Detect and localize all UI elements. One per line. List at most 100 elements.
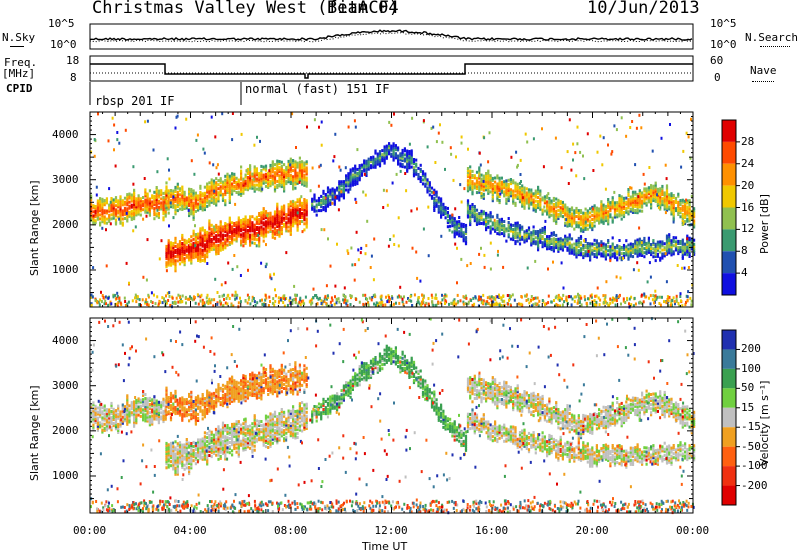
scatter-cell <box>92 413 95 417</box>
scatter-cell <box>645 195 648 199</box>
scatter-cell <box>672 208 675 212</box>
scatter-cell <box>217 183 220 187</box>
scatter-cell <box>589 301 592 305</box>
scatter-cell <box>503 232 506 236</box>
scatter-cell <box>498 199 501 202</box>
scatter-cell <box>165 189 168 193</box>
scatter-cell <box>607 239 610 242</box>
scatter-cell <box>507 197 510 201</box>
scatter-cell <box>677 239 680 243</box>
scatter-cell <box>329 202 332 206</box>
scatter-cell <box>613 190 616 194</box>
scatter-cell <box>305 207 308 211</box>
scatter-cell <box>208 227 211 231</box>
scatter-cell <box>249 172 252 176</box>
scatter-cell <box>375 301 378 305</box>
scatter-cell <box>550 248 553 252</box>
scatter-cell <box>155 198 158 202</box>
scatter-cell <box>305 199 308 203</box>
scatter-cell <box>555 240 558 243</box>
scatter-cell <box>509 223 512 227</box>
scatter-cell <box>594 304 597 308</box>
scatter-cell <box>278 210 281 214</box>
scatter-cell <box>280 219 283 223</box>
scatter-cell <box>169 257 173 261</box>
scatter-cell <box>674 248 678 252</box>
scatter-cell <box>260 217 263 221</box>
scatter-cell <box>289 167 292 171</box>
scatter-cell <box>390 144 393 148</box>
scatter-cell <box>185 117 188 121</box>
scatter-cell <box>280 207 283 211</box>
scatter-cell <box>301 182 304 186</box>
scatter-cell <box>119 217 122 221</box>
scatter-cell <box>419 279 422 283</box>
scatter-cell <box>502 295 505 298</box>
scatter-cell <box>458 224 461 228</box>
scatter-cell <box>600 218 603 222</box>
scatter-cell <box>469 208 472 212</box>
scatter-cell <box>253 241 256 245</box>
scatter-cell <box>485 228 488 232</box>
scatter-cell <box>264 166 268 170</box>
scatter-cell <box>631 202 635 206</box>
scatter-cell <box>495 295 498 299</box>
scatter-cell <box>523 232 526 236</box>
scatter-cell <box>629 201 632 205</box>
scatter-cell <box>684 248 687 252</box>
scatter-cell <box>218 295 221 299</box>
scatter-cell <box>601 163 604 167</box>
scatter-cell <box>523 196 526 200</box>
scatter-cell <box>559 214 562 218</box>
scatter-cell <box>192 233 195 237</box>
scatter-cell <box>643 251 646 255</box>
scatter-cell <box>613 124 616 128</box>
scatter-cell <box>650 196 653 200</box>
scatter-cell <box>260 164 263 168</box>
scatter-cell <box>376 304 379 307</box>
scatter-cell <box>478 188 481 192</box>
scatter-cell <box>157 211 160 215</box>
scatter-cell <box>433 198 436 202</box>
scatter-cell <box>162 198 165 201</box>
scatter-cell <box>631 249 635 252</box>
scatter-cell <box>631 247 635 250</box>
scatter-cell <box>524 132 527 136</box>
scatter-cell <box>449 218 452 222</box>
scatter-cell <box>246 178 249 182</box>
scatter-cell <box>201 302 204 305</box>
scatter-cell <box>539 191 542 195</box>
scatter-cell <box>661 242 664 246</box>
scatter-cell <box>108 213 111 217</box>
scatter-cell <box>242 220 245 223</box>
scatter-cell <box>462 225 465 229</box>
scatter-cell <box>507 191 510 194</box>
scatter-cell <box>525 239 528 243</box>
scatter-cell <box>641 243 644 247</box>
scatter-cell <box>602 215 605 219</box>
scatter-cell <box>194 237 197 241</box>
scatter-cell <box>289 173 292 177</box>
scatter-cell <box>217 193 220 197</box>
scatter-cell <box>392 302 395 306</box>
scatter-cell <box>249 241 252 245</box>
scatter-cell <box>146 192 149 196</box>
scatter-cell <box>269 230 272 233</box>
scatter-cell <box>453 298 456 302</box>
scatter-cell <box>542 165 545 169</box>
station-title: Christmas Valley West (fitACF) <box>92 0 400 18</box>
scatter-cell <box>412 162 416 166</box>
scatter-cell <box>618 204 621 208</box>
scatter-cell <box>473 182 476 186</box>
scatter-cell <box>287 225 290 229</box>
scatter-cell <box>249 227 252 231</box>
scatter-cell <box>604 243 607 247</box>
scatter-cell <box>244 217 247 221</box>
scatter-cell <box>607 245 610 249</box>
scatter-cell <box>295 293 298 297</box>
scatter-cell <box>518 224 522 228</box>
scatter-cell <box>575 241 578 245</box>
scatter-cell <box>278 160 281 163</box>
scatter-cell <box>224 242 227 246</box>
